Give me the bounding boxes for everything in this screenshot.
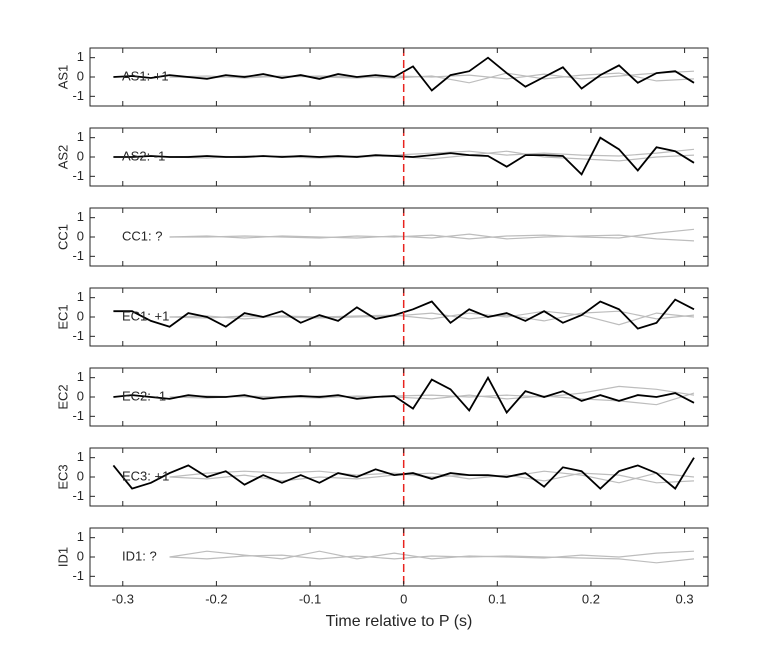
series-line: [169, 228, 695, 240]
annotation: EC3: +1: [122, 468, 169, 483]
axes-frame: [89, 447, 709, 507]
y-tick-label: -1: [72, 248, 84, 263]
annotation: AS2: -1: [122, 148, 165, 163]
x-axis-label: Time relative to P (s): [326, 613, 473, 630]
series-line: [113, 375, 695, 415]
y-tick-label: 1: [77, 209, 84, 224]
y-axis-label: EC2: [55, 384, 70, 409]
y-axis-label: AS2: [55, 145, 70, 170]
y-tick-label: -1: [72, 568, 84, 583]
x-tick-label: -0.2: [205, 591, 227, 606]
y-tick-label: 1: [77, 529, 84, 544]
panel: -1 0 1 EC2 EC2: -1: [55, 367, 709, 427]
series-line: [169, 70, 695, 80]
series-line: [169, 72, 695, 84]
annotation: EC2: -1: [122, 388, 166, 403]
series-line: [169, 472, 695, 484]
annotation: EC1: +1: [122, 308, 169, 323]
y-axis-label: EC1: [55, 304, 70, 329]
annotation: AS1: +1: [122, 68, 169, 83]
series-line: [169, 233, 695, 242]
y-axis-label: AS1: [55, 65, 70, 90]
y-axis-label: EC3: [55, 464, 70, 489]
x-tick-label: -0.3: [112, 591, 134, 606]
y-tick-label: 0: [77, 388, 84, 403]
y-tick-label: 0: [77, 68, 84, 83]
panel: -1 0 1 -0.3 -0.2 -0.1 0 0.1 0.2 0.3 ID1 ID1: ? Time …: [55, 527, 709, 630]
panel: -1 0 1 AS2 AS2: -1: [55, 127, 709, 187]
y-tick-label: 0: [77, 148, 84, 163]
annotation: CC1: ?: [122, 228, 162, 243]
series-line: [113, 56, 695, 92]
x-tick-label: 0: [400, 591, 407, 606]
y-tick-label: -1: [72, 328, 84, 343]
y-tick-label: 1: [77, 289, 84, 304]
panel: -1 0 1 CC1 CC1: ?: [55, 207, 709, 267]
y-tick-label: 1: [77, 49, 84, 64]
x-tick-label: 0.2: [582, 591, 600, 606]
panel: -1 0 1 EC1 EC1: +1: [55, 287, 709, 347]
y-tick-label: 1: [77, 129, 84, 144]
y-tick-label: -1: [72, 168, 84, 183]
y-tick-label: -1: [72, 88, 84, 103]
series-line: [169, 392, 695, 406]
panel: -1 0 1 EC3 EC3: +1: [55, 447, 709, 507]
y-tick-label: -1: [72, 408, 84, 423]
series-line: [169, 470, 695, 484]
y-tick-label: 0: [77, 228, 84, 243]
x-tick-label: -0.1: [299, 591, 321, 606]
y-tick-label: 0: [77, 548, 84, 563]
y-tick-label: 0: [77, 308, 84, 323]
y-tick-label: -1: [72, 488, 84, 503]
x-tick-label: 0.3: [676, 591, 694, 606]
y-tick-label: 1: [77, 369, 84, 384]
series-line: [169, 310, 695, 326]
annotation: ID1: ?: [122, 548, 157, 563]
x-tick-label: 0.1: [488, 591, 506, 606]
y-axis-label: CC1: [55, 224, 70, 250]
series-line: [169, 550, 695, 560]
panel: -1 0 1 AS1 AS1: +1: [55, 47, 709, 107]
y-tick-label: 1: [77, 449, 84, 464]
series-line: [169, 554, 695, 564]
y-axis-label: ID1: [55, 547, 70, 567]
y-tick-label: 0: [77, 468, 84, 483]
